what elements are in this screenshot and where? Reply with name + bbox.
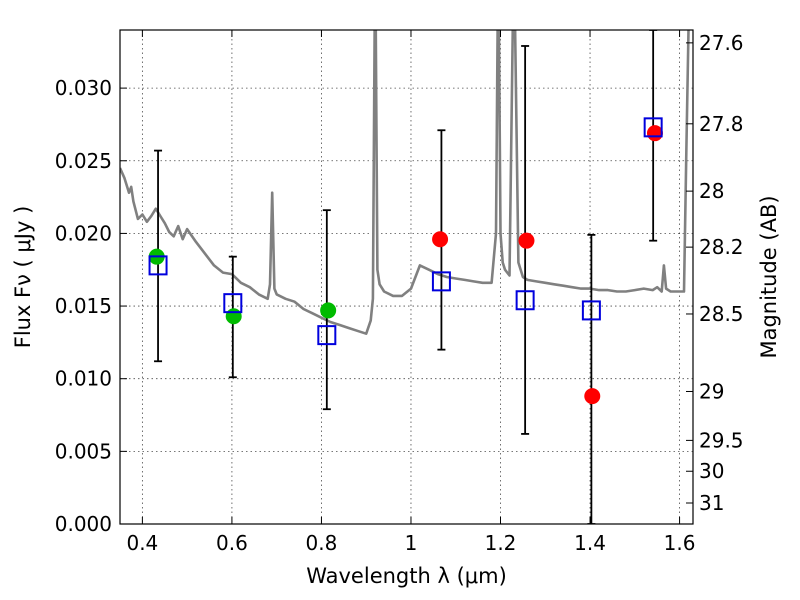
y2-tick-label: 27.6 xyxy=(699,31,744,55)
red-point-1 xyxy=(518,232,535,249)
y2-tick-label: 29.5 xyxy=(699,428,744,452)
model-spectrum-line xyxy=(120,30,691,336)
y-tick-label: 0.005 xyxy=(55,439,112,463)
green-point-2 xyxy=(320,302,337,319)
y2-tick-label: 29 xyxy=(699,379,724,403)
square-point-5 xyxy=(581,300,601,321)
plot-frame xyxy=(119,29,694,525)
y-tick-label: 0.030 xyxy=(55,76,112,100)
x-tick-label: 0.6 xyxy=(216,531,248,555)
y2-tick-label: 30 xyxy=(699,459,724,483)
x-tick-label: 0.4 xyxy=(126,531,158,555)
grid-lines xyxy=(120,30,693,524)
x-tick-label: 1.6 xyxy=(664,531,696,555)
y2-axis-label: Magnitude (AB) xyxy=(757,195,781,358)
error-bar-5 xyxy=(587,233,596,524)
green-point-1 xyxy=(225,308,242,325)
red-point-3 xyxy=(646,125,663,142)
errorbar-layer xyxy=(154,30,658,524)
y2-tick-label: 28 xyxy=(699,179,724,203)
red-point-0 xyxy=(432,231,449,248)
x-tick-label: 1.4 xyxy=(574,531,606,555)
marker-layer xyxy=(148,117,663,405)
y-tick-label: 0.000 xyxy=(55,512,112,536)
x-tick-label: 1.2 xyxy=(485,531,517,555)
square-point-1 xyxy=(223,293,243,314)
y2-tick-label: 31 xyxy=(699,491,724,515)
x-tick-label: 1 xyxy=(405,531,418,555)
y2-tick-label: 28.5 xyxy=(699,302,744,326)
red-point-2 xyxy=(584,388,601,405)
y2-tick-label: 27.8 xyxy=(699,112,744,136)
square-point-2 xyxy=(317,325,337,346)
y-tick-label: 0.020 xyxy=(55,221,112,245)
y-tick-label: 0.010 xyxy=(55,367,112,391)
y-tick-label: 0.025 xyxy=(55,149,112,173)
y2-tick-label: 28.2 xyxy=(699,235,744,259)
square-point-4 xyxy=(515,290,535,311)
model-spectrum-layer xyxy=(120,30,691,336)
y-tick-label: 0.015 xyxy=(55,294,112,318)
square-point-6 xyxy=(643,117,663,138)
tick-layer: 0.4 0.6 0.8 1 1.2 1.4 1.6 0.000 0.005 0.010 0.015 0… xyxy=(55,30,744,555)
square-point-0 xyxy=(148,255,168,276)
square-point-3 xyxy=(431,271,451,292)
y-axis-label: Flux Fν ( μJy ) xyxy=(11,206,35,349)
x-tick-label: 0.8 xyxy=(306,531,338,555)
x-axis-label: Wavelength λ (μm) xyxy=(306,564,507,588)
